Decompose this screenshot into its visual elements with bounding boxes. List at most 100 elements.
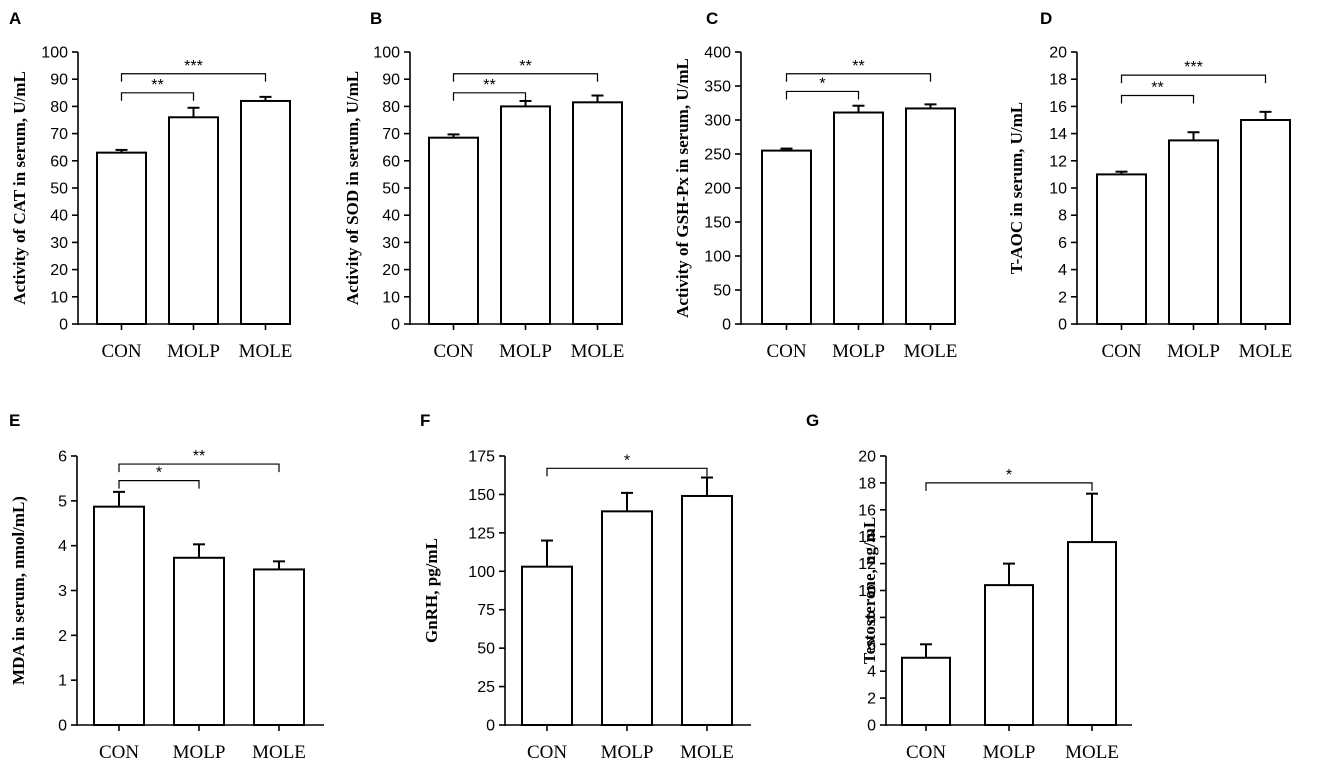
y-tick-label-f-5: 125 <box>468 525 495 542</box>
bar-b-mole <box>572 101 623 325</box>
significance-bracket-d-1 <box>1120 74 1267 84</box>
panel-a: A Activity of CAT in serum, U/mL 0 10 20 30 40… <box>9 9 292 362</box>
y-tick-label-c-7: 350 <box>704 79 731 96</box>
bar-d-mole <box>1240 119 1291 325</box>
y-tick-label-e-5: 5 <box>58 493 67 510</box>
y-tick-label-b-0: 0 <box>391 317 400 334</box>
y-tick-label-b-8: 80 <box>382 99 400 116</box>
bar-c-mole <box>905 107 956 325</box>
x-tick-label-g-molp: MOLP <box>983 742 1036 763</box>
y-tick-label-f-1: 25 <box>477 679 495 696</box>
y-tick-label-b-7: 70 <box>382 126 400 143</box>
y-tick-label-g-2: 4 <box>867 664 876 681</box>
significance-bracket-b-1 <box>452 73 599 82</box>
y-tick-label-b-9: 90 <box>382 72 400 89</box>
y-tick-label-b-3: 30 <box>382 235 400 252</box>
significance-label-c-0: * <box>819 75 825 92</box>
y-tick-label-f-2: 50 <box>477 641 495 658</box>
y-tick-label-d-8: 16 <box>1049 99 1067 116</box>
y-tick-label-g-1: 2 <box>867 691 876 708</box>
panel-letter-c: C <box>706 9 718 28</box>
significance-bracket-c-0 <box>785 90 860 100</box>
bar-b-con <box>428 136 479 325</box>
y-tick-label-d-3: 6 <box>1058 235 1067 252</box>
x-tick-label-e-mole: MOLE <box>252 742 306 763</box>
y-axis-label-c: Activity of GSH-Px in serum, U/mL <box>673 58 692 318</box>
x-tick-label-e-molp: MOLP <box>173 742 226 763</box>
x-tick-label-a-con: CON <box>101 341 141 362</box>
panel-letter-f: F <box>420 411 430 430</box>
y-tick-label-f-7: 175 <box>468 449 495 466</box>
panel-letter-d: D <box>1040 9 1052 28</box>
bar-e-con <box>93 505 145 726</box>
significance-bracket-d-0 <box>1120 94 1195 104</box>
y-tick-label-a-5: 50 <box>50 181 68 198</box>
x-tick-label-c-mole: MOLE <box>904 341 958 362</box>
bar-g-molp <box>984 584 1034 726</box>
significance-bracket-e-1 <box>118 463 280 473</box>
significance-label-f-0: * <box>624 452 630 469</box>
panel-f: F GnRH, pg/mL 0 25 50 75 100 125 150 175 CON MOLP MO… <box>420 411 751 763</box>
significance-label-a-0: ** <box>151 77 163 94</box>
x-tick-label-g-mole: MOLE <box>1065 742 1119 763</box>
y-tick-label-a-8: 80 <box>50 99 68 116</box>
bar-c-molp <box>833 111 884 325</box>
y-tick-label-a-6: 60 <box>50 153 68 170</box>
x-tick-label-f-mole: MOLE <box>680 742 734 763</box>
y-tick-label-f-0: 0 <box>486 718 495 735</box>
panel-letter-b: B <box>370 9 382 28</box>
x-tick-label-a-molp: MOLP <box>167 341 220 362</box>
bar-c-con <box>761 149 812 325</box>
bar-f-con <box>521 565 573 726</box>
y-tick-label-g-8: 16 <box>858 502 876 519</box>
x-tick-label-e-con: CON <box>99 742 139 763</box>
y-axis-label-e: MDA in serum, nmol/mL) <box>9 496 28 685</box>
x-tick-label-d-con: CON <box>1101 341 1141 362</box>
y-tick-label-g-4: 8 <box>867 610 876 627</box>
y-tick-label-f-6: 150 <box>468 487 495 504</box>
y-tick-label-a-7: 70 <box>50 126 68 143</box>
x-tick-label-b-con: CON <box>433 341 473 362</box>
x-tick-label-d-mole: MOLE <box>1239 341 1293 362</box>
y-tick-label-b-6: 60 <box>382 153 400 170</box>
y-tick-label-g-0: 0 <box>867 718 876 735</box>
y-axis-label-g: Testosterone, ng/mL <box>860 517 879 664</box>
bar-a-mole <box>240 99 291 325</box>
y-tick-label-f-3: 75 <box>477 602 495 619</box>
x-tick-label-c-molp: MOLP <box>832 341 885 362</box>
significance-bracket-e-0 <box>118 480 200 489</box>
y-tick-label-g-6: 12 <box>858 556 876 573</box>
y-tick-label-a-2: 20 <box>50 262 68 279</box>
panel-letter-a: A <box>9 9 21 28</box>
y-tick-label-f-4: 100 <box>468 564 495 581</box>
panel-e: E MDA in serum, nmol/mL) 0 1 2 3 4 5 6 CON MOLP MOL… <box>9 411 324 763</box>
y-tick-label-e-0: 0 <box>58 718 67 735</box>
y-tick-label-a-10: 100 <box>41 45 68 62</box>
significance-label-e-0: * <box>156 465 162 482</box>
significance-bracket-a-0 <box>120 92 195 101</box>
y-tick-label-a-0: 0 <box>59 317 68 334</box>
bar-g-con <box>901 656 951 726</box>
x-tick-label-c-con: CON <box>766 341 806 362</box>
panel-c: C Activity of GSH-Px in serum, U/mL 0 50 100… <box>673 9 957 362</box>
significance-label-g-0: * <box>1006 467 1012 484</box>
panel-letter-e: E <box>9 411 20 430</box>
x-tick-label-g-con: CON <box>906 742 946 763</box>
bar-d-molp <box>1168 139 1219 325</box>
panel-b: B Activity of SOD in serum, U/mL 0 10 20 30 40… <box>343 9 624 362</box>
x-tick-label-b-molp: MOLP <box>499 341 552 362</box>
y-axis-label-d: T-AOC in serum, U/mL <box>1007 102 1026 274</box>
y-axis-label-a: Activity of CAT in serum, U/mL <box>10 71 29 305</box>
y-tick-label-c-0: 0 <box>722 317 731 334</box>
y-tick-label-c-2: 100 <box>704 249 731 266</box>
bar-f-mole <box>681 494 733 727</box>
significance-label-d-1: *** <box>1184 59 1203 76</box>
y-tick-label-e-1: 1 <box>58 673 67 690</box>
panel-letter-g: G <box>806 411 819 430</box>
y-tick-label-d-2: 4 <box>1058 262 1067 279</box>
x-tick-label-a-mole: MOLE <box>239 341 293 362</box>
y-tick-label-g-7: 14 <box>858 529 876 546</box>
y-tick-label-c-4: 200 <box>704 181 731 198</box>
y-tick-label-c-6: 300 <box>704 113 731 130</box>
